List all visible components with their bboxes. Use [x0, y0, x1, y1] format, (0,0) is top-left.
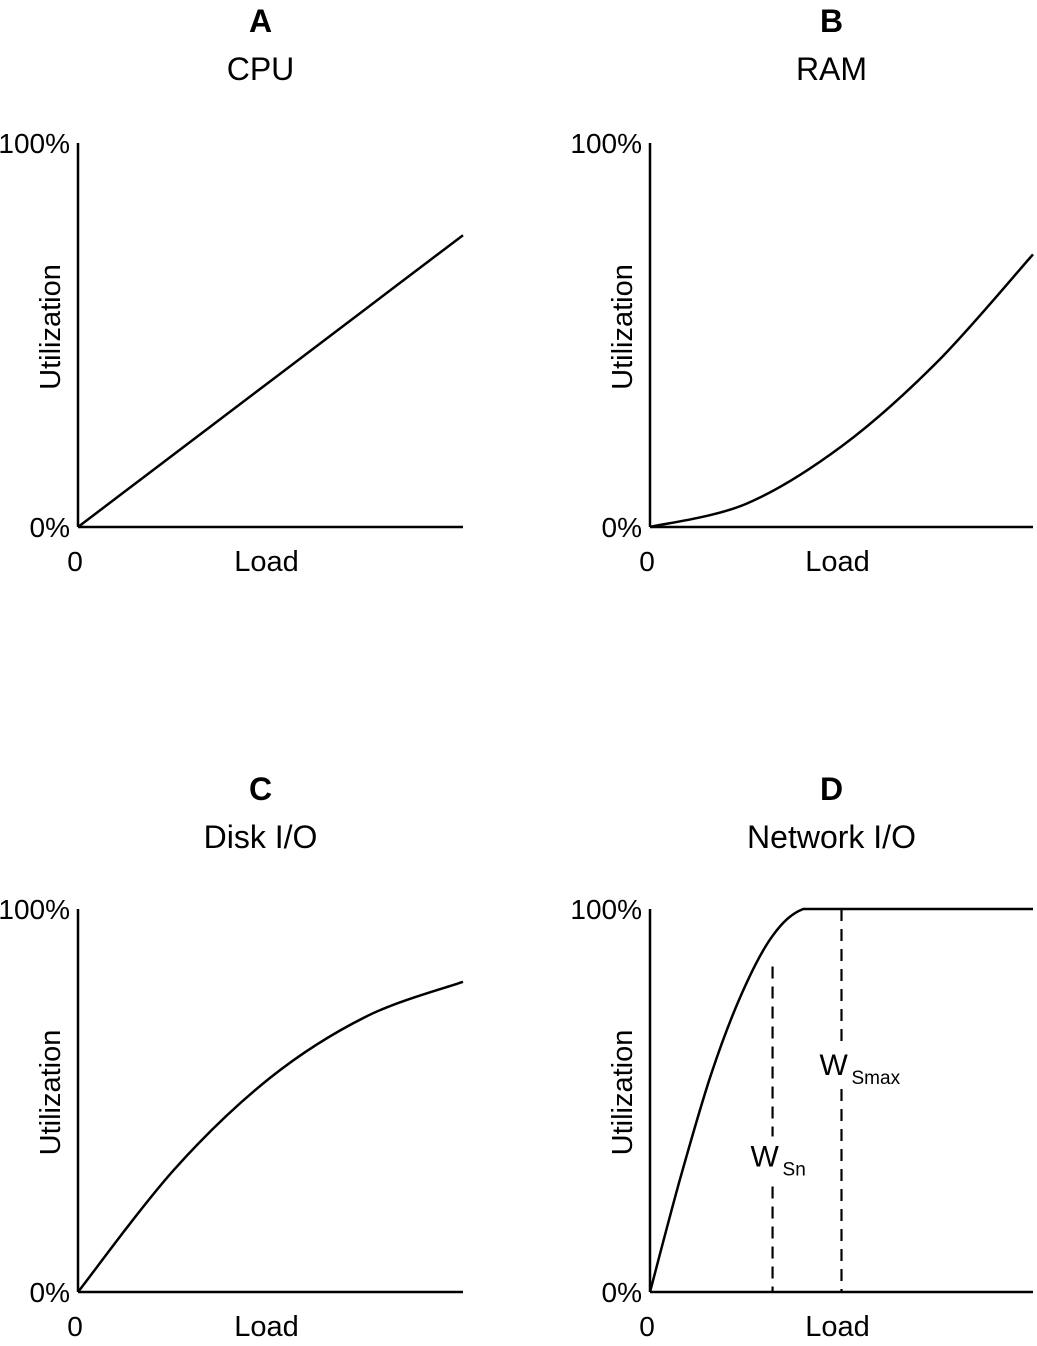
series-line-b — [649, 253, 1034, 529]
x-tick-label: 0 — [67, 1311, 83, 1342]
panel-letter: C — [249, 771, 272, 807]
x-tick-label: 0 — [639, 1311, 655, 1342]
y-tick-label: 0% — [30, 512, 70, 543]
chart-panel-b: B RAM 0% 100% 0 Load Utilization — [570, 3, 1034, 578]
chart-title: Disk I/O — [204, 819, 318, 855]
x-axis-label: Load — [805, 546, 870, 578]
panel-letter: A — [249, 3, 272, 39]
marker-sublabel-w-smax: Smax — [852, 1068, 901, 1089]
y-axis-label: Utilization — [607, 264, 639, 390]
chart-title: RAM — [796, 51, 867, 87]
marker-label-backdrop — [748, 1136, 808, 1181]
y-axis-label: Utilization — [35, 264, 67, 390]
marker-label-w-smax: W — [820, 1049, 849, 1082]
series-line-a — [77, 234, 464, 528]
x-axis-label: Load — [234, 546, 299, 578]
y-tick-label: 0% — [602, 1277, 642, 1308]
marker-label-backdrop — [817, 1045, 898, 1089]
x-tick-label: 0 — [67, 546, 83, 577]
series-line-c — [77, 980, 464, 1293]
chart-panel-a: A CPU 0% 100% 0 Load Utilization — [0, 3, 464, 578]
y-tick-label: 100% — [0, 894, 70, 925]
x-axis-label: Load — [234, 1311, 299, 1343]
chart-title: CPU — [227, 51, 295, 87]
marker-sublabel-w-sn: Sn — [783, 1159, 806, 1180]
marker-label-w-sn: W — [751, 1140, 780, 1173]
x-tick-label: 0 — [639, 546, 655, 577]
y-tick-label: 100% — [0, 128, 70, 159]
y-axis-label: Utilization — [35, 1030, 67, 1156]
y-tick-label: 0% — [30, 1277, 70, 1308]
x-axis-label: Load — [805, 1311, 870, 1343]
y-tick-label: 100% — [570, 128, 642, 159]
chart-title: Network I/O — [747, 819, 916, 855]
panel-letter: B — [820, 3, 843, 39]
y-tick-label: 0% — [602, 512, 642, 543]
panel-letter: D — [820, 771, 843, 807]
y-axis-label: Utilization — [607, 1030, 639, 1156]
series-line-d — [648, 907, 1033, 1293]
y-tick-label: 100% — [570, 894, 642, 925]
chart-panel-c: C Disk I/O 0% 100% 0 Load Utilization — [0, 771, 464, 1343]
